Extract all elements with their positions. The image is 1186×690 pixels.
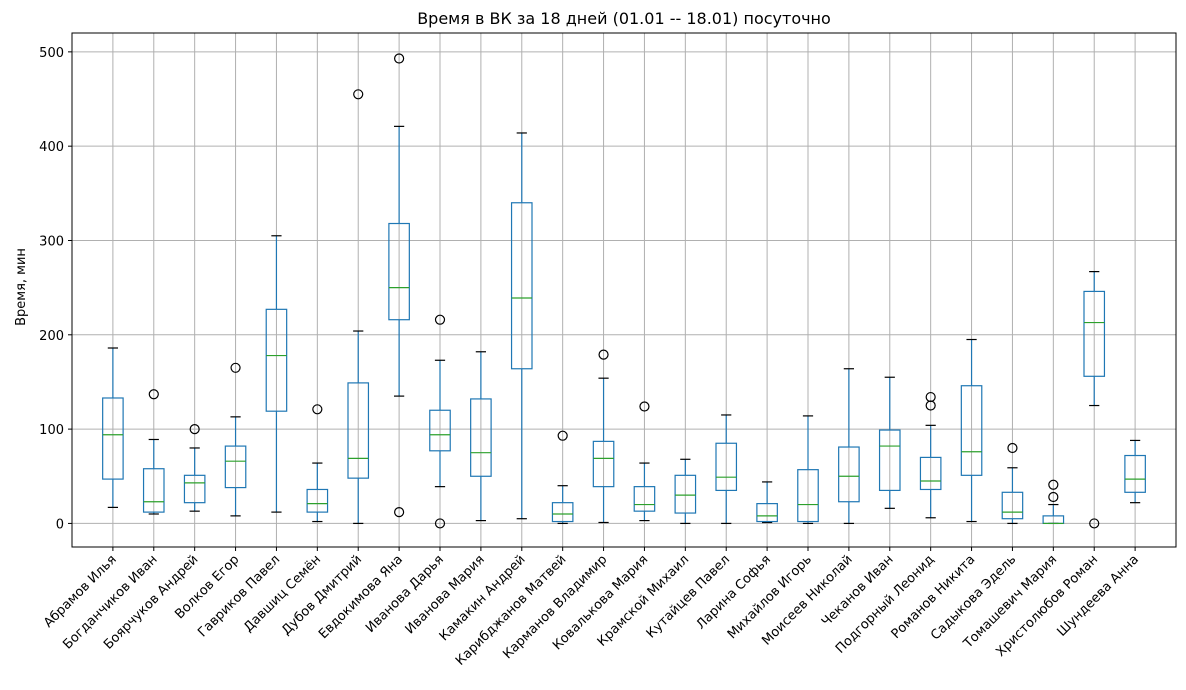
grid-layer xyxy=(72,33,1176,547)
outlier-point xyxy=(353,89,364,100)
box-group xyxy=(551,430,574,525)
y-tick-label: 400 xyxy=(39,140,64,155)
box-group xyxy=(183,424,206,512)
box xyxy=(347,382,370,479)
outlier-point xyxy=(434,314,446,325)
box-group xyxy=(592,349,615,524)
box xyxy=(388,222,410,321)
box xyxy=(1124,454,1146,493)
box-group xyxy=(306,404,329,523)
box xyxy=(838,446,860,503)
box xyxy=(592,440,615,488)
box-group xyxy=(838,368,860,525)
outlier-point xyxy=(189,424,200,435)
chart-title: Время в ВК за 18 дней (01.01 -- 18.01) п… xyxy=(417,9,831,28)
box xyxy=(878,429,901,492)
box xyxy=(470,398,492,477)
y-tick-label: 100 xyxy=(39,423,64,438)
outlier-point xyxy=(394,507,405,518)
box-group xyxy=(347,89,370,525)
y-tick-label: 300 xyxy=(39,234,64,249)
box xyxy=(960,385,983,476)
box-group xyxy=(1001,442,1024,525)
box-group xyxy=(224,362,247,517)
box-group xyxy=(1083,271,1106,529)
box xyxy=(715,442,738,492)
plot-frame xyxy=(71,32,1177,548)
x-tick-label: Абрамов Илья xyxy=(41,552,120,631)
outlier-point xyxy=(230,362,241,373)
box-group xyxy=(388,53,410,518)
outlier-point xyxy=(394,53,405,64)
box-group xyxy=(470,351,492,522)
box-group xyxy=(429,314,451,529)
box xyxy=(1001,491,1024,520)
box xyxy=(265,308,288,412)
box-group xyxy=(674,458,697,525)
outlier-point xyxy=(312,404,323,415)
outlier-point xyxy=(1089,518,1100,529)
box xyxy=(633,486,656,512)
box xyxy=(102,397,124,480)
box-group xyxy=(756,481,778,524)
y-tick-label: 0 xyxy=(56,517,64,532)
boxes-layer xyxy=(102,53,1146,529)
box-group xyxy=(142,389,165,515)
box xyxy=(674,474,697,514)
box xyxy=(429,409,451,452)
box-group xyxy=(510,132,533,520)
box xyxy=(142,468,165,513)
box xyxy=(1083,290,1106,377)
y-tick-label: 500 xyxy=(39,46,64,61)
box-group xyxy=(265,235,288,513)
outlier-point xyxy=(598,349,609,360)
box xyxy=(510,202,533,370)
outlier-point xyxy=(639,401,650,412)
box xyxy=(183,474,206,504)
box-group xyxy=(878,376,901,509)
y-axis-label: Время, мин xyxy=(14,248,29,326)
box-group xyxy=(1042,479,1065,525)
box xyxy=(551,502,574,523)
outlier-point xyxy=(1048,479,1059,490)
box xyxy=(797,469,819,523)
outlier-point xyxy=(1007,442,1018,454)
box xyxy=(224,445,247,489)
y-tick-label: 200 xyxy=(39,329,64,344)
box xyxy=(919,456,942,491)
box-group xyxy=(715,414,738,525)
outlier-point xyxy=(148,389,159,400)
x-tick-label: Чеканов Иван xyxy=(819,552,897,630)
box-group xyxy=(102,347,124,508)
box-group xyxy=(633,401,656,522)
box xyxy=(306,488,329,513)
x-tick-label: Ларина Софья xyxy=(694,552,774,632)
y-ticks-layer: 0 100 200 300 400 500 xyxy=(39,46,72,532)
box-group xyxy=(797,415,819,525)
outlier-point xyxy=(1048,491,1059,503)
outlier-point xyxy=(557,430,568,441)
outlier-point xyxy=(434,518,446,529)
box xyxy=(756,503,778,523)
box-group xyxy=(919,391,942,519)
box-group xyxy=(960,338,983,523)
box-group xyxy=(1124,439,1146,504)
outlier-point xyxy=(925,391,936,403)
